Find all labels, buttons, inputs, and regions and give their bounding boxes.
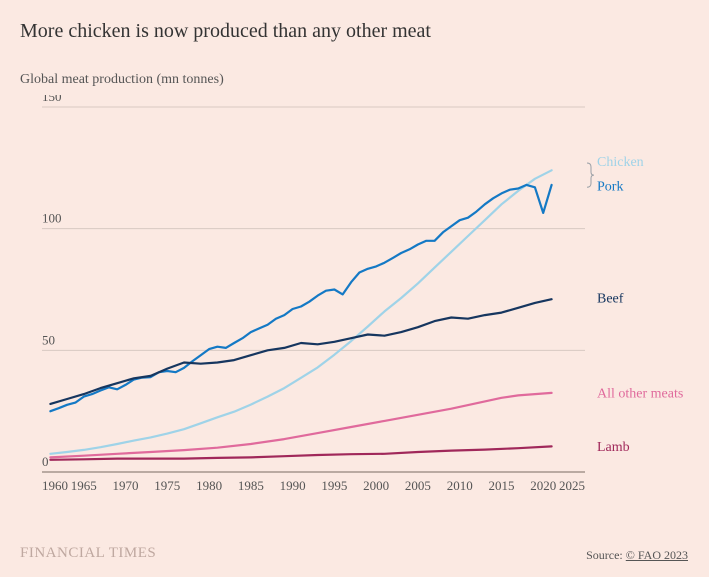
series-label-chicken: Chicken <box>597 155 644 170</box>
x-tick-label: 2015 <box>488 478 514 493</box>
series-label-beef: Beef <box>597 291 624 306</box>
x-tick-label: 2010 <box>447 478 473 493</box>
x-tick-label: 1965 <box>71 478 97 493</box>
source-link[interactable]: © FAO 2023 <box>626 548 688 562</box>
x-tick-label: 2020 <box>530 478 556 493</box>
label-brace-icon <box>587 163 594 187</box>
chart-title: More chicken is now produced than any ot… <box>20 20 431 43</box>
chart-svg: 0 50 100 150 19601965 1970 1975 1980 1985 1990 199… <box>20 95 688 495</box>
series-allother <box>50 393 551 458</box>
y-tick-label: 100 <box>42 211 62 226</box>
y-tick-label: 0 <box>42 454 49 469</box>
x-tick-label: 2000 <box>363 478 389 493</box>
x-tick-label: 1985 <box>238 478 264 493</box>
series-beef <box>50 299 551 404</box>
line-chart: 0 50 100 150 19601965 1970 1975 1980 1985 1990 199… <box>20 95 688 495</box>
x-tick-label: 1990 <box>280 478 306 493</box>
x-tick-label: 1995 <box>321 478 347 493</box>
series-label-lamb: Lamb <box>597 440 630 455</box>
x-tick-label: 2025 <box>559 478 585 493</box>
x-tick-label: 2005 <box>405 478 431 493</box>
series-label-allother: All other meats <box>597 386 683 401</box>
x-tick-label: 1970 <box>113 478 139 493</box>
y-tick-label: 50 <box>42 332 55 347</box>
brand-logotype: FINANCIAL TIMES <box>20 545 156 562</box>
chart-subtitle: Global meat production (mn tonnes) <box>20 72 224 88</box>
x-tick-label: 1980 <box>196 478 222 493</box>
series-label-pork: Pork <box>597 180 623 195</box>
source-prefix: Source: <box>586 548 626 562</box>
x-tick-label: 1975 <box>154 478 180 493</box>
source-credit: Source: © FAO 2023 <box>586 548 688 563</box>
x-tick-label: 1960 <box>42 478 68 493</box>
y-tick-label: 150 <box>42 95 62 104</box>
